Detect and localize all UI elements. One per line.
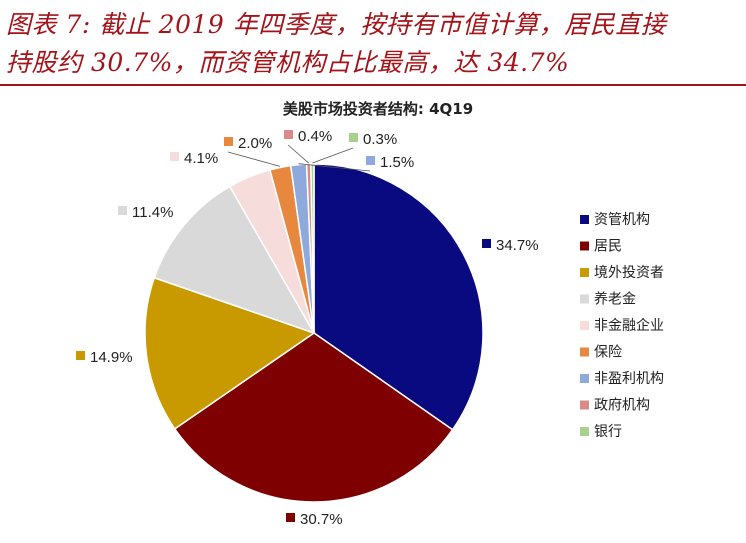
pie-slice-2 [173, 332, 454, 503]
legend-swatch-4 [580, 294, 589, 304]
slice-label-swatch-2 [286, 513, 295, 522]
figure-title: 图表 7: 截止 2019 年四季度，按持有市值计算，居民直接 持股约 30.7… [6, 6, 742, 82]
slice-label-swatch-6 [224, 137, 233, 146]
legend-swatch-6 [580, 347, 589, 357]
slice-label-8: 0.4% [298, 128, 332, 145]
slice-label-5: 4.1% [184, 150, 218, 167]
slice-label-swatch-5 [170, 152, 179, 161]
slice-label-swatch-9 [349, 133, 358, 142]
slice-label-9: 0.3% [363, 131, 397, 148]
legend-swatch-9 [580, 427, 589, 436]
legend-label-8: 政府机构 [594, 398, 650, 414]
pie-slices [144, 163, 484, 503]
legend-label-2: 居民 [594, 239, 622, 255]
legend-swatch-5 [580, 321, 589, 330]
figure-title-line1: 图表 7: 截止 2019 年四季度，按持有市值计算，居民直接 [6, 10, 667, 39]
leader-line-9 [312, 147, 354, 164]
legend-swatch-3 [580, 268, 589, 277]
legend-swatch-7 [580, 374, 589, 383]
pie-slice-9 [310, 163, 315, 334]
leader-line-8 [287, 144, 309, 164]
pie-slice-4 [153, 185, 316, 335]
slice-label-2: 30.7% [300, 511, 343, 528]
slice-labels: 34.7% 30.7% 14.9% 11.4% 4.1% 2.0% 1.5% 0.4% 0.3% [76, 128, 539, 528]
legend-label-4: 养老金 [594, 292, 636, 308]
slice-label-swatch-7 [366, 156, 375, 165]
slice-label-swatch-3 [76, 351, 85, 360]
legend-label-6: 保险 [594, 345, 622, 361]
slice-label-6: 2.0% [238, 135, 272, 152]
slice-label-4: 11.4% [132, 204, 173, 221]
legend-swatch-1 [580, 215, 589, 224]
slice-label-swatch-4 [118, 206, 127, 215]
legend-label-9: 银行 [594, 424, 622, 440]
legend-swatch-2 [580, 241, 589, 251]
legend-label-1: 资管机构 [594, 212, 650, 228]
slice-label-swatch-1 [482, 239, 491, 248]
title-divider [0, 84, 746, 86]
legend-label-7: 非盈利机构 [594, 371, 664, 387]
legend-label-5: 非金融企业 [594, 317, 664, 334]
pie-slice-3 [144, 276, 316, 430]
slice-label-1: 34.7% [496, 237, 539, 254]
leader-line-6 [227, 151, 281, 167]
slice-label-swatch-8 [284, 130, 293, 139]
slice-label-3: 14.9% [90, 349, 133, 366]
pie-slice-1 [313, 163, 484, 431]
legend-label-3: 境外投资者 [594, 265, 664, 281]
figure-title-line2: 持股约 30.7%，而资管机构占比最高，达 34.7% [6, 48, 570, 77]
leader-line-7 [298, 163, 371, 172]
chart-title: 美股市场投资者结构: 4Q19 [283, 100, 473, 118]
legend-swatch-8 [580, 400, 589, 410]
slice-label-7: 1.5% [380, 154, 414, 171]
leader-lines [227, 144, 371, 172]
